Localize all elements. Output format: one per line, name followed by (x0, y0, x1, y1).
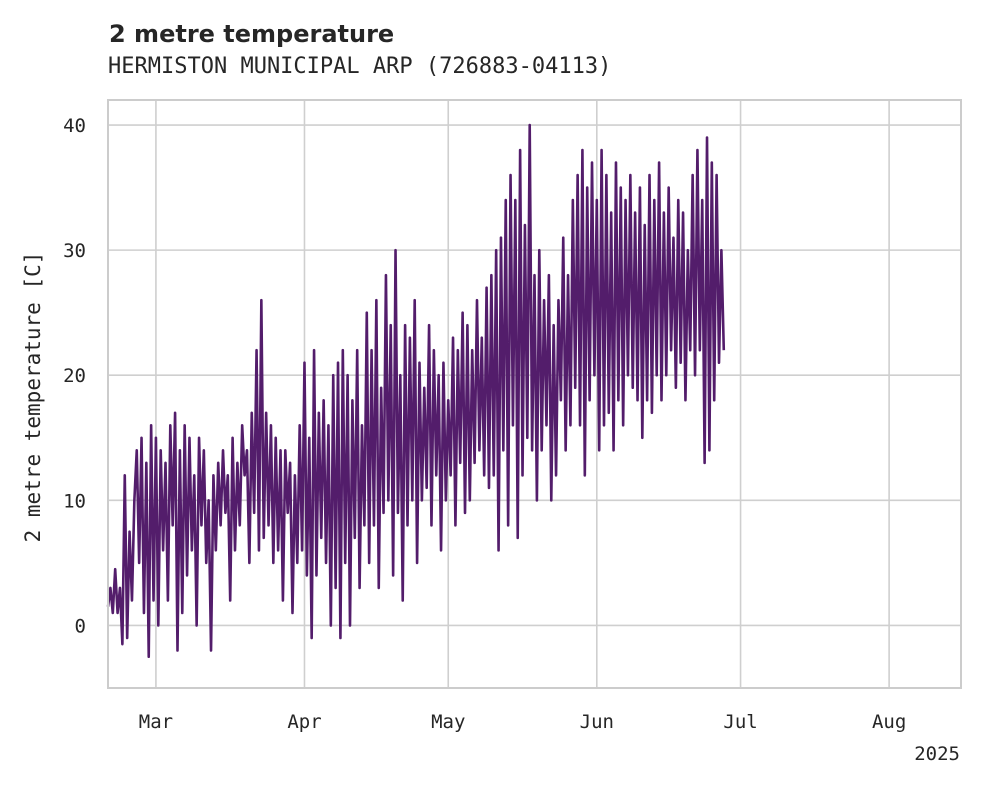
x-tick-label: May (431, 711, 465, 733)
y-tick-label: 20 (63, 365, 86, 387)
y-tick-label: 40 (63, 115, 86, 137)
x-axis-ticks: Mar Apr May Jun Jul Aug (139, 711, 907, 733)
y-tick-label: 30 (63, 240, 86, 262)
y-tick-label: 10 (63, 490, 86, 512)
temperature-series-line (106, 123, 726, 659)
x-tick-label: Jul (723, 711, 757, 733)
x-tick-label: Apr (287, 711, 321, 733)
y-tick-label: 0 (75, 615, 86, 637)
plot-frame (107, 99, 962, 689)
x-tick-label: Jun (580, 711, 614, 733)
x-gridlines (155, 100, 890, 688)
y-axis-label: 2 metre temperature [C] (21, 252, 45, 543)
y-axis-ticks: 0 10 20 30 40 (63, 115, 86, 637)
x-tick-label: Mar (139, 711, 173, 733)
x-axis-year-label: 2025 (914, 743, 960, 765)
chart-subtitle: HERMISTON MUNICIPAL ARP (726883-04113) (108, 54, 611, 79)
chart-title: 2 metre temperature (109, 20, 394, 48)
x-tick-label: Aug (872, 711, 906, 733)
